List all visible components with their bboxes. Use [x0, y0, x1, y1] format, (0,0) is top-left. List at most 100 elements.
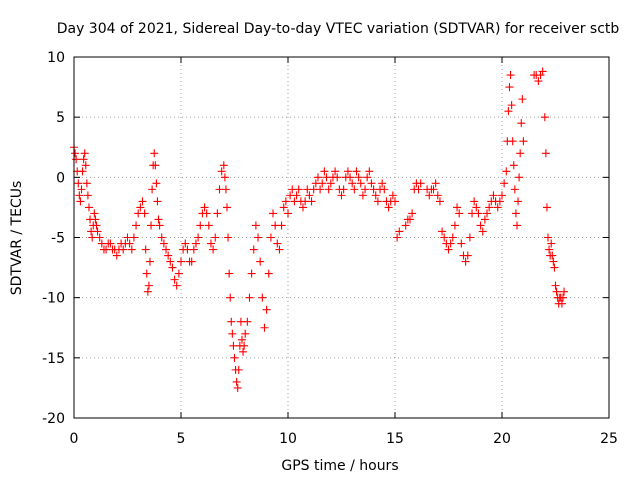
data-point — [275, 245, 284, 254]
data-point — [516, 149, 525, 158]
data-point — [213, 209, 222, 218]
data-point — [509, 161, 518, 170]
data-point — [93, 227, 102, 236]
data-point — [217, 167, 226, 176]
data-point — [483, 209, 492, 218]
data-point — [470, 197, 479, 206]
data-point — [150, 149, 159, 158]
data-point — [391, 197, 399, 206]
data-point — [429, 185, 438, 194]
data-point — [326, 179, 335, 188]
data-point — [363, 173, 372, 182]
y-tick-labels: 10 5 0 -5 -10 -15 -20 — [42, 50, 65, 427]
data-point — [401, 221, 410, 230]
data-point — [552, 287, 561, 296]
data-point — [243, 317, 252, 326]
data-point — [269, 209, 278, 218]
data-point — [313, 173, 322, 182]
data-point — [547, 239, 556, 248]
data-point — [141, 245, 150, 254]
data-point — [495, 197, 504, 206]
y-tick-label: 0 — [56, 170, 65, 186]
data-point — [339, 185, 348, 194]
data-point — [380, 185, 389, 194]
data-point — [292, 191, 301, 200]
data-point — [356, 179, 365, 188]
y-tick-label: -5 — [51, 231, 65, 247]
data-point — [159, 239, 168, 248]
data-point — [384, 203, 393, 212]
data-point — [463, 251, 472, 260]
data-point — [138, 197, 147, 206]
data-point — [388, 191, 397, 200]
x-tick-label: 5 — [177, 431, 186, 447]
x-tick-label: 20 — [493, 431, 511, 447]
data-point — [478, 227, 487, 236]
data-point — [79, 155, 88, 164]
data-point — [132, 221, 141, 230]
data-point — [476, 221, 485, 230]
data-point — [157, 233, 166, 242]
data-point — [320, 167, 329, 176]
data-point — [168, 263, 177, 272]
data-point — [90, 209, 99, 218]
data-point — [444, 245, 453, 254]
data-point — [166, 257, 175, 266]
data-point — [367, 179, 376, 188]
data-point — [284, 209, 292, 218]
data-point — [305, 191, 314, 200]
data-point — [196, 221, 205, 230]
data-point — [206, 239, 215, 248]
data-point — [153, 197, 162, 206]
data-point — [119, 245, 128, 254]
data-point — [189, 245, 198, 254]
data-point — [294, 185, 303, 194]
data-point — [352, 167, 361, 176]
data-point — [82, 179, 91, 188]
data-point — [560, 287, 569, 296]
data-point — [446, 239, 455, 248]
data-point — [145, 257, 154, 266]
data-point — [508, 137, 517, 146]
data-point — [228, 329, 237, 338]
data-point — [148, 185, 157, 194]
data-point — [518, 95, 527, 104]
data-point — [223, 203, 232, 212]
data-point — [77, 185, 86, 194]
data-point — [200, 203, 209, 212]
data-point — [220, 173, 229, 182]
data-point — [92, 221, 101, 230]
data-point — [266, 233, 275, 242]
data-point — [557, 299, 566, 308]
y-tick-label: -10 — [42, 291, 65, 307]
data-point — [245, 293, 254, 302]
data-point — [348, 179, 357, 188]
data-point — [177, 257, 185, 266]
data-point — [504, 107, 513, 116]
data-point — [316, 185, 325, 194]
data-point — [279, 203, 288, 212]
x-tick-labels: 0 5 10 15 20 25 — [70, 431, 618, 447]
data-point — [498, 191, 506, 200]
data-point — [485, 203, 494, 212]
data-point — [88, 233, 97, 242]
data-point — [211, 233, 220, 242]
data-point — [230, 353, 239, 362]
x-tick-label: 10 — [279, 431, 297, 447]
data-point — [435, 197, 444, 206]
data-point — [354, 173, 363, 182]
data-point — [298, 203, 307, 212]
data-point — [247, 269, 256, 278]
data-point — [425, 191, 434, 200]
data-point — [505, 83, 514, 92]
data-point — [233, 383, 242, 392]
data-point — [95, 233, 104, 242]
data-point — [489, 191, 498, 200]
data-point — [81, 161, 90, 170]
data-point — [534, 77, 543, 86]
data-point — [75, 191, 84, 200]
data-point — [154, 215, 163, 224]
data-point — [542, 203, 551, 212]
data-point — [83, 191, 92, 200]
